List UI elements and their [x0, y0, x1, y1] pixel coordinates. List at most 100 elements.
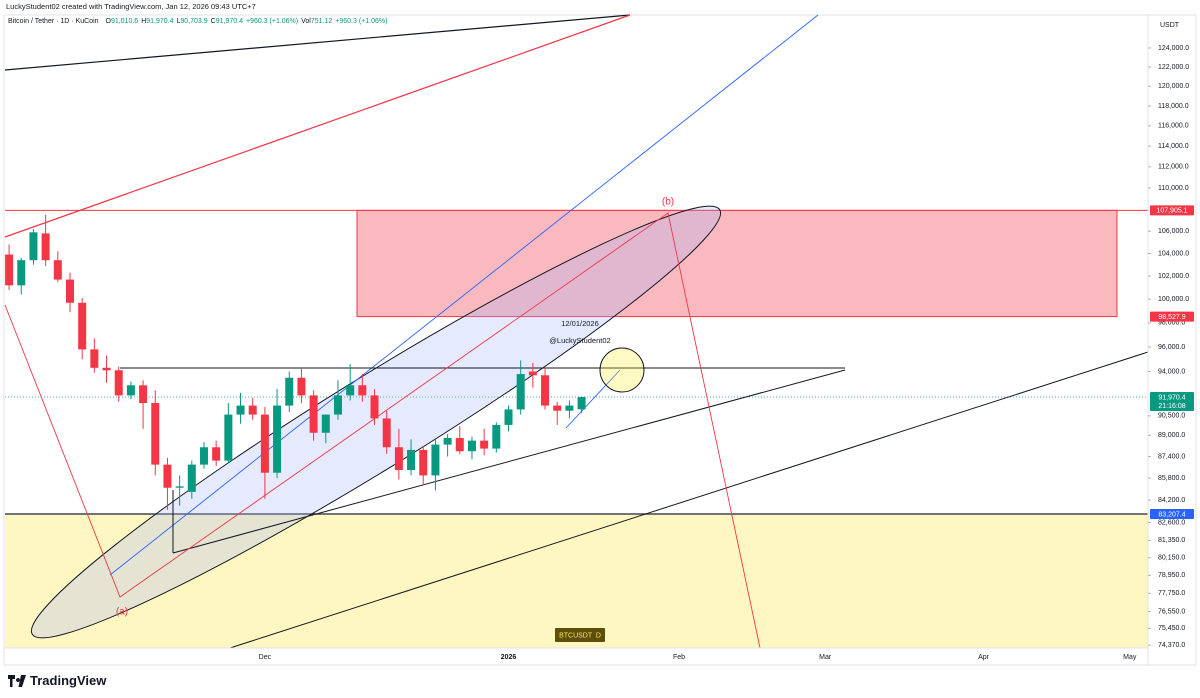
brand-name: TradingView — [30, 673, 107, 688]
candle-body — [333, 395, 342, 415]
symbol: Bitcoin / Tether · 1D · KuCoin — [8, 18, 99, 25]
legend-change: +960.3 (+1.06%) — [335, 18, 388, 25]
candle-body — [41, 233, 50, 261]
y-tick-label: 100,000.0 — [1158, 296, 1189, 303]
legend-value: 91,970.4 — [146, 18, 174, 25]
price-label-box — [1150, 205, 1194, 216]
y-tick-label: 104,000.0 — [1158, 250, 1189, 257]
trend-line — [4, 14, 631, 71]
y-tick-label: 102,000.0 — [1158, 273, 1189, 280]
candle-body — [187, 464, 196, 492]
y-tick-label: 120,000.0 — [1158, 83, 1189, 90]
countdown: 21:16:08 — [1158, 403, 1185, 410]
y-tick-label: 98,000.0 — [1158, 320, 1185, 327]
candle-body — [260, 414, 269, 473]
candle-body — [102, 367, 111, 371]
y-tick-label: 76,550.0 — [1158, 608, 1185, 615]
chart-frame — [3, 14, 1197, 666]
y-tick-label: 110,000.0 — [1158, 185, 1189, 192]
header-title: LuckyStudent02 created with TradingView.… — [6, 2, 256, 11]
last-price-label: 91,970.4 — [1158, 394, 1185, 401]
y-tick-label: 75,450.0 — [1158, 625, 1185, 632]
candle-body — [151, 403, 160, 465]
y-tick-label: 90,500.0 — [1158, 413, 1185, 420]
candle-body — [394, 447, 403, 471]
y-tick-label: 114,000.0 — [1158, 143, 1189, 150]
candle-body — [455, 438, 464, 452]
price-label: 98,527.9 — [1158, 314, 1185, 321]
y-tick-label: 74,370.0 — [1158, 642, 1185, 649]
annotations: (a) (b) 12/01/2026 @LuckyStudent02 BTCUS… — [116, 197, 674, 642]
candle-body — [443, 438, 452, 445]
trend-line — [229, 351, 1149, 649]
legend-key: L — [176, 18, 181, 25]
date-note: 12/01/2026 — [561, 319, 599, 328]
candle-body — [321, 414, 330, 433]
candle-body — [78, 302, 87, 350]
zones — [5, 209, 1148, 648]
candle-body — [553, 405, 562, 411]
x-tick-label: Dec — [259, 654, 272, 661]
y-tick-label: 94,000.0 — [1158, 368, 1185, 375]
candle-body — [541, 375, 550, 406]
candle-body — [163, 464, 172, 488]
y-tick-label: 81,350.0 — [1158, 537, 1185, 544]
y-tick-label: 124,000.0 — [1158, 45, 1189, 52]
candle-body — [29, 232, 38, 261]
axes: USDT — [4, 15, 1180, 665]
candle-body — [309, 395, 318, 433]
candle-body — [358, 385, 367, 396]
candle-body — [236, 405, 245, 415]
candle-body — [528, 371, 537, 376]
wave-path — [4, 212, 761, 649]
legend-key: O — [105, 18, 111, 25]
candle-body — [53, 260, 62, 280]
resistance-zone — [356, 209, 1118, 318]
y-tick-label: 80,150.0 — [1158, 555, 1185, 562]
drawings — [4, 14, 1149, 649]
y-tick-label: 89,000.0 — [1158, 432, 1185, 439]
legend-key: H — [141, 18, 147, 25]
price-label: 107,905.1 — [1156, 208, 1187, 215]
candle-body — [199, 447, 208, 465]
candle-body — [126, 385, 135, 396]
candle-body — [224, 414, 233, 461]
wave-label: (a) — [116, 607, 128, 618]
candle-body — [297, 377, 306, 396]
y-tick-label: 84,200.0 — [1158, 497, 1185, 504]
x-tick-label: 2026 — [501, 654, 517, 661]
candle-body — [480, 440, 489, 449]
y-tick-label: 106,000.0 — [1158, 228, 1189, 235]
author-note: @LuckyStudent02 — [549, 336, 610, 345]
candle-body — [5, 254, 14, 286]
y-tick-label: 118,000.0 — [1158, 103, 1189, 110]
price-label: 83,207.4 — [1158, 511, 1185, 518]
arrow — [565, 369, 621, 429]
candle-body — [346, 385, 355, 396]
candle-body — [90, 349, 99, 368]
legend-key: Vol — [301, 18, 311, 25]
legend-key: C — [210, 18, 216, 25]
legend-value: 91,010.6 — [110, 18, 139, 25]
axis-labels: Dec 2026 Feb Mar Apr May 124,000.0 122,000.0 120… — [259, 45, 1194, 661]
trend-line — [172, 369, 846, 554]
candle-body — [577, 397, 586, 410]
legend-change: +960.3 (+1.06%) — [245, 18, 299, 25]
brand: TradingView — [8, 673, 106, 688]
candle-body — [139, 385, 148, 404]
y-tick-label: 87,400.0 — [1158, 453, 1185, 460]
last-price-box — [1150, 392, 1194, 412]
watermark: BTCUSDT D — [559, 632, 601, 639]
candle-body — [370, 395, 379, 419]
candles — [5, 214, 586, 510]
y-tick-label: 122,000.0 — [1158, 64, 1189, 71]
price-label-box — [1150, 509, 1194, 520]
candle-body — [492, 424, 501, 449]
x-tick-label: May — [1123, 654, 1137, 661]
legend-value: 751.12 — [310, 18, 333, 25]
target-circle — [599, 347, 645, 393]
currency: USDT — [1160, 22, 1180, 29]
candle-body — [285, 377, 294, 406]
trend-line — [109, 14, 819, 576]
